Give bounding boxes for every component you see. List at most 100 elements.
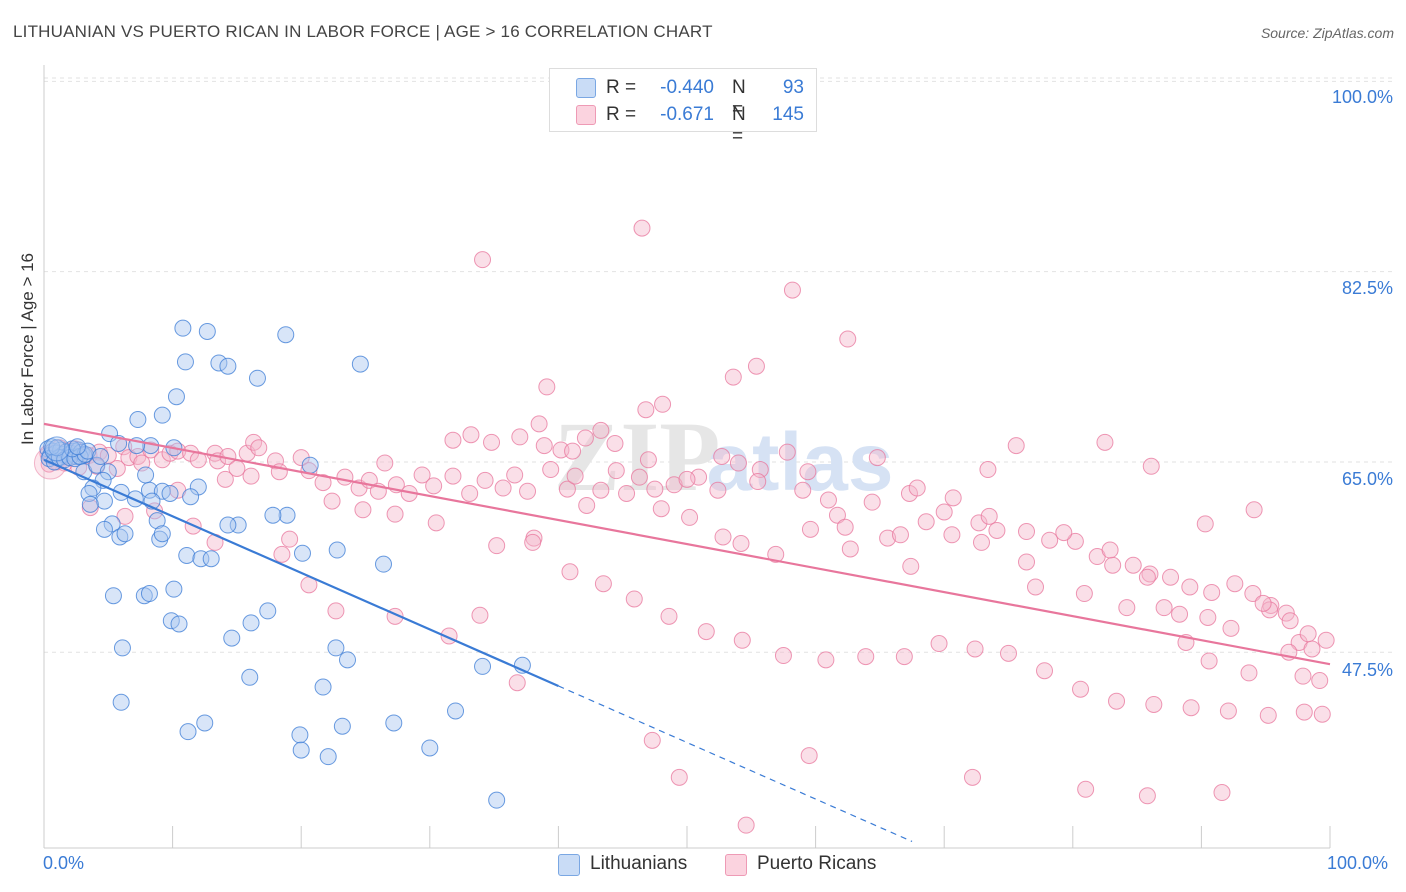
puerto-rican-point <box>800 747 818 765</box>
puerto-rican-point <box>376 454 394 472</box>
puerto-rican-point <box>654 395 672 413</box>
puerto-rican-point <box>462 426 480 444</box>
lithuanian-point <box>176 353 194 371</box>
puerto-rican-point <box>1027 578 1045 596</box>
puerto-rican-point <box>354 501 372 519</box>
x-tick-100: 100.0% <box>1327 853 1389 873</box>
lithuanian-point <box>351 355 369 373</box>
puerto-rican-point <box>323 492 341 510</box>
puerto-rican-point <box>1142 457 1160 475</box>
puerto-rican-point <box>461 484 479 502</box>
lithuanian-point <box>148 512 166 530</box>
puerto-rican-point <box>314 474 332 492</box>
puerto-rican-point <box>1018 523 1036 541</box>
lithuanian-point <box>153 525 171 543</box>
lithuanian-point <box>140 585 158 603</box>
lithuanians-points <box>39 319 531 809</box>
puerto-rican-point <box>1259 706 1277 724</box>
puerto-rican-point <box>908 479 926 497</box>
puerto-rican-point <box>733 631 751 649</box>
lithuanian-point <box>99 463 117 481</box>
puerto-rican-point <box>1181 578 1199 596</box>
trend-lines <box>43 422 1331 843</box>
lithuanian-point <box>314 678 332 696</box>
puerto-rican-point <box>558 480 576 498</box>
puerto-rican-point <box>519 482 537 500</box>
puerto-rican-point <box>1196 515 1214 533</box>
puerto-rican-point <box>561 563 579 581</box>
legend-swatch-lithuanians <box>558 854 580 876</box>
puerto-rican-point <box>678 470 696 488</box>
lithuanian-point <box>174 319 192 337</box>
puerto-rican-point <box>817 651 835 669</box>
puerto-rican-trend-line <box>43 422 1331 666</box>
lithuanian-point <box>219 516 237 534</box>
puerto-rican-point <box>1066 532 1084 550</box>
puerto-rican-point <box>891 526 909 544</box>
puerto-rican-point <box>639 451 657 469</box>
lithuanian-point <box>178 546 196 564</box>
puerto-rican-point <box>273 545 291 563</box>
puerto-rican-point <box>783 281 801 299</box>
lithuanian-point <box>333 717 351 735</box>
puerto-rican-point <box>724 368 742 386</box>
puerto-rican-point <box>980 507 998 525</box>
lithuanian-point <box>375 555 393 573</box>
lithuanian-point <box>95 492 113 510</box>
puerto-rican-point <box>444 467 462 485</box>
lithuanian-point <box>292 741 310 759</box>
watermark-atlas: atlas <box>707 417 894 508</box>
puerto-rican-point <box>966 640 984 658</box>
puerto-rican-point <box>944 489 962 507</box>
puerto-rican-point <box>630 468 648 486</box>
y-tick-47-5: 47.5% <box>1341 660 1393 680</box>
lithuanian-point <box>293 544 311 562</box>
puerto-rican-point <box>250 439 268 457</box>
lithuanian-point <box>153 406 171 424</box>
puerto-rican-point <box>836 518 854 536</box>
legend-r-label: R = <box>606 104 642 125</box>
puerto-rican-point <box>713 448 731 465</box>
puerto-rican-point <box>1118 599 1136 617</box>
lithuanian-point <box>170 615 188 633</box>
puerto-rican-point <box>1303 640 1321 658</box>
puerto-rican-point <box>108 459 126 477</box>
series-legend: Lithuanians Puerto Ricans <box>0 852 1406 878</box>
puerto-rican-point <box>578 496 596 514</box>
puerto-rican-point <box>1294 667 1312 685</box>
legend-r-value: -0.671 <box>660 104 714 125</box>
grid-lines <box>44 77 1395 653</box>
lithuanian-point <box>92 448 110 465</box>
puerto-rican-point <box>747 357 765 375</box>
puerto-rican-point <box>1101 541 1119 559</box>
puerto-rican-point <box>1240 664 1258 682</box>
puerto-rican-point <box>607 462 625 480</box>
lithuanian-point <box>104 587 122 605</box>
correlation-legend: R = -0.440 N = 93 R = -0.671 N = 145 <box>549 68 817 147</box>
puerto-rican-point <box>1226 575 1244 593</box>
puerto-rican-point <box>729 454 747 472</box>
lithuanian-trend-line <box>43 458 559 687</box>
puerto-rican-point <box>511 428 529 446</box>
puerto-rican-point <box>774 647 792 665</box>
puerto-rican-point <box>483 433 501 451</box>
lithuanian-point <box>219 357 237 375</box>
puerto-rican-point <box>542 461 560 479</box>
puerto-rican-point <box>120 449 138 467</box>
puerto-rican-point <box>917 513 935 531</box>
puerto-rican-point <box>1254 594 1272 612</box>
lithuanian-point <box>259 602 277 620</box>
puerto-rican-point <box>879 529 897 547</box>
puerto-rican-point <box>778 443 796 461</box>
puerto-rican-point <box>1141 565 1159 583</box>
legend-n-value: 93 <box>782 77 804 98</box>
puerto-rican-point <box>988 521 1006 539</box>
puerto-rican-point <box>1000 644 1017 662</box>
puerto-rican-point <box>594 575 612 593</box>
puerto-rican-point <box>566 467 584 485</box>
puerto-rican-point <box>535 437 553 455</box>
puerto-rican-point <box>943 526 961 544</box>
legend-n-label: N = <box>732 104 746 147</box>
legend-n-label: N = <box>732 77 746 120</box>
puerto-rican-point <box>1036 662 1054 680</box>
